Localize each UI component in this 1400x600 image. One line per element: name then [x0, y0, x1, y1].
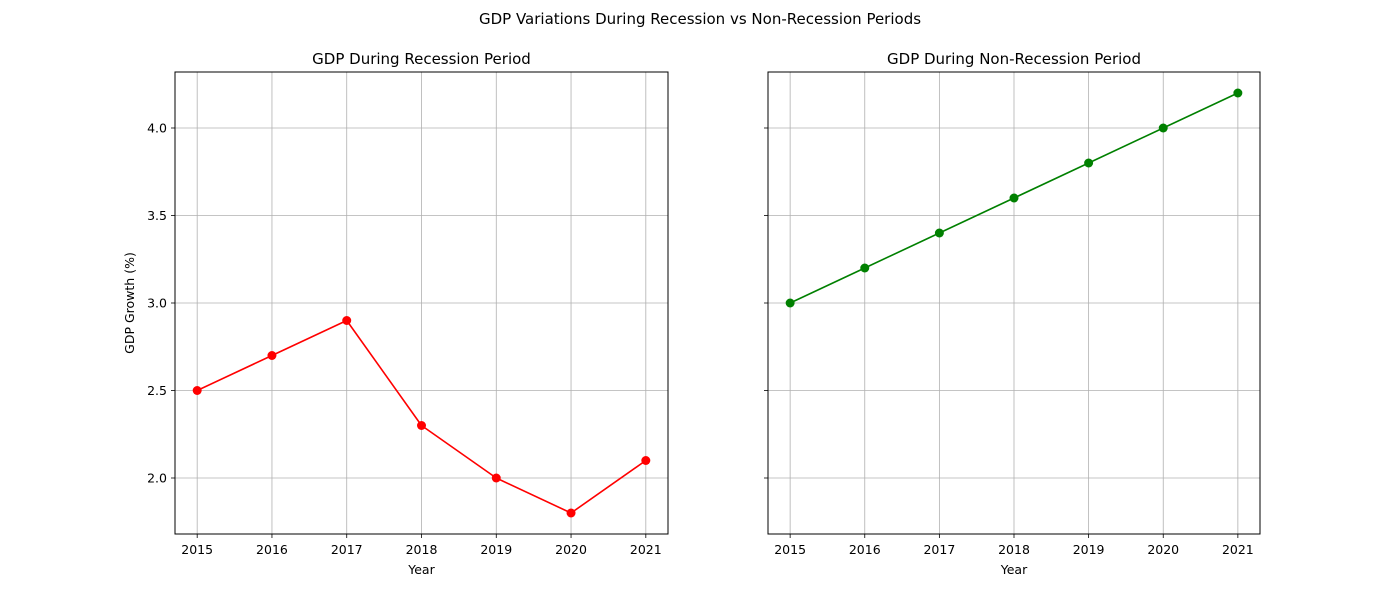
y-axis-label: GDP Growth (%) [122, 252, 137, 354]
recession-data-point [192, 386, 202, 395]
chart-title: GDP During Non-Recession Period [887, 50, 1141, 68]
x-tick-label: 2021 [1222, 542, 1254, 557]
figure-title: GDP Variations During Recession vs Non-R… [479, 10, 921, 28]
non-recession-panel: 2015 2016 2017 2018 2019 2020 2021 GDP During N… [764, 50, 1261, 577]
x-tick-label: 2018 [998, 542, 1030, 557]
recession-panel: 2015 2016 2017 2018 2019 2020 2021 2.0 2.5 3.0 3.5… [122, 50, 669, 577]
non-recession-data-point [1009, 193, 1019, 203]
recession-data-point [566, 508, 576, 518]
non-recession-data-point [785, 298, 795, 308]
recession-data-point [417, 421, 426, 430]
x-tick-label: 2021 [630, 542, 662, 557]
y-tick-label: 4.0 [147, 121, 167, 136]
x-tick-label: 2019 [1073, 542, 1105, 557]
x-tick-label: 2018 [406, 542, 438, 557]
x-tick-label: 2020 [1147, 542, 1179, 557]
x-tick-label: 2017 [331, 542, 363, 557]
x-tick-label: 2019 [480, 542, 512, 557]
chart-title: GDP During Recession Period [312, 50, 531, 68]
non-recession-data-point [934, 228, 944, 238]
x-axis-label: Year [1000, 562, 1028, 577]
y-tick-label: 2.5 [147, 383, 167, 398]
recession-data-point [342, 316, 352, 325]
x-tick-label: 2020 [555, 542, 587, 557]
non-recession-data-point [1158, 123, 1168, 133]
non-recession-data-point [1084, 158, 1094, 168]
x-tick-label: 2016 [256, 542, 288, 557]
non-recession-data-point [860, 263, 870, 273]
x-axis-label: Year [407, 562, 435, 577]
y-tick-label: 2.0 [147, 471, 167, 486]
x-tick-label: 2015 [774, 542, 806, 557]
non-recession-data-point [1233, 88, 1243, 98]
recession-data-point [491, 473, 501, 483]
recession-data-point [641, 456, 651, 465]
y-tick-label: 3.5 [147, 208, 167, 223]
x-tick-label: 2015 [181, 542, 213, 557]
x-tick-label: 2017 [923, 542, 955, 557]
recession-data-point [267, 351, 277, 360]
x-tick-label: 2016 [849, 542, 881, 557]
y-tick-label: 3.0 [147, 296, 167, 311]
